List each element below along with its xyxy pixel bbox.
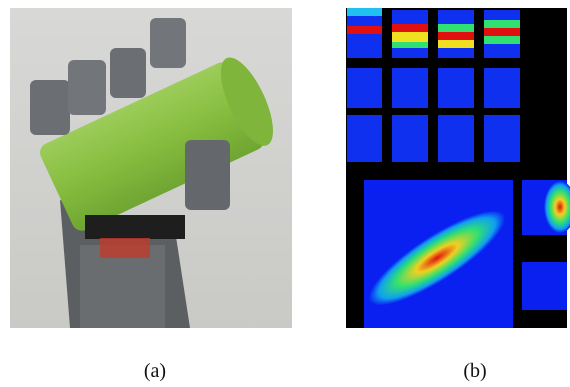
figure-graphics [0,0,570,350]
tactile-map [346,8,570,328]
figure: (a) (b) [0,0,570,387]
photo [10,8,292,328]
panel-label: (a) [144,360,166,383]
panel-label: (b) [463,360,486,383]
